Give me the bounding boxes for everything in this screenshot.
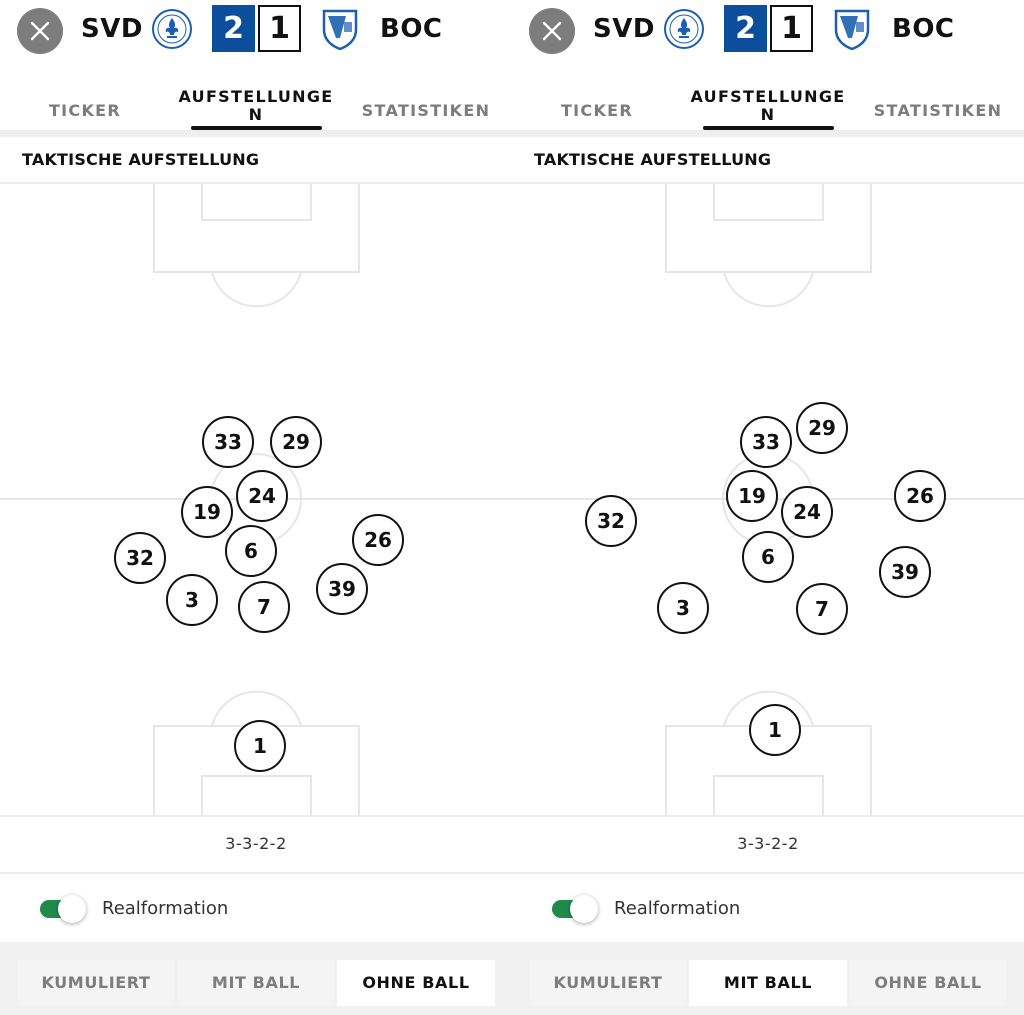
segment-kumuliert[interactable]: KUMULIERT <box>529 960 687 1006</box>
toggle-knob <box>570 895 598 923</box>
player-marker[interactable]: 7 <box>238 581 290 633</box>
section-divider <box>0 182 512 184</box>
tabs-divider <box>0 130 512 137</box>
pitch: 29 33 26 19 32 24 6 39 3 7 1 <box>512 184 1024 816</box>
close-icon <box>542 21 562 41</box>
player-marker[interactable]: 19 <box>726 470 778 522</box>
realformation-label: Realformation <box>102 898 229 919</box>
away-team-crest-icon <box>322 9 358 50</box>
player-marker[interactable]: 39 <box>879 546 931 598</box>
player-marker[interactable]: 39 <box>316 563 368 615</box>
pitch: 33 29 24 19 6 26 32 39 3 7 1 <box>0 184 512 816</box>
segment-mit-ball[interactable]: MIT BALL <box>177 960 335 1006</box>
active-tab-indicator <box>191 126 322 130</box>
segment-mit-ball[interactable]: MIT BALL <box>689 960 847 1006</box>
home-team-code: SVD <box>81 14 143 44</box>
formation-divider <box>0 815 512 817</box>
close-icon <box>30 21 50 41</box>
player-marker[interactable]: 33 <box>740 416 792 468</box>
tab-statistics[interactable]: STATISTIKEN <box>350 66 502 132</box>
player-marker[interactable]: 26 <box>894 470 946 522</box>
player-marker[interactable]: 29 <box>796 402 848 454</box>
lineup-panel-left: SVD 2 1 BOC TICKER AUFSTELLUNGE N STATIST… <box>0 0 512 1015</box>
formation-divider-bottom <box>512 872 1024 874</box>
player-marker[interactable]: 32 <box>585 495 637 547</box>
match-header: SVD 2 1 BOC <box>512 0 1024 60</box>
player-marker[interactable]: 29 <box>270 416 322 468</box>
formation-label: 3-3-2-2 <box>225 834 287 853</box>
section-title: TAKTISCHE AUFSTELLUNG <box>534 150 772 169</box>
player-marker[interactable]: 6 <box>742 531 794 583</box>
match-header: SVD 2 1 BOC <box>0 0 512 60</box>
tab-lineup[interactable]: AUFSTELLUNGE N <box>690 66 846 132</box>
toggle-knob <box>58 895 86 923</box>
close-button[interactable] <box>17 8 63 54</box>
away-team-code: BOC <box>892 14 955 44</box>
realformation-toggle[interactable] <box>40 895 86 923</box>
home-team-code: SVD <box>593 14 655 44</box>
home-score: 2 <box>212 5 255 52</box>
active-tab-indicator <box>703 126 834 130</box>
away-team-crest-icon <box>834 9 870 50</box>
player-marker[interactable]: 19 <box>181 486 233 538</box>
lineup-panel-right: SVD 2 1 BOC TICKER AUFSTELLUNGE N STATIST… <box>512 0 1024 1015</box>
segment-ohne-ball[interactable]: OHNE BALL <box>337 960 495 1006</box>
realformation-label: Realformation <box>614 898 741 919</box>
player-marker[interactable]: 6 <box>225 525 277 577</box>
home-team-crest-icon <box>664 9 704 49</box>
player-marker[interactable]: 24 <box>781 486 833 538</box>
tab-ticker[interactable]: TICKER <box>534 66 660 132</box>
segment-ohne-ball[interactable]: OHNE BALL <box>849 960 1007 1006</box>
player-marker[interactable]: 1 <box>234 720 286 772</box>
tab-bar: TICKER AUFSTELLUNGE N STATISTIKEN <box>512 66 1024 132</box>
away-team-code: BOC <box>380 14 443 44</box>
tab-lineup[interactable]: AUFSTELLUNGE N <box>178 66 334 132</box>
away-score: 1 <box>770 5 813 52</box>
player-marker[interactable]: 3 <box>657 582 709 634</box>
tab-statistics[interactable]: STATISTIKEN <box>862 66 1014 132</box>
home-team-crest-icon <box>152 9 192 49</box>
formation-label: 3-3-2-2 <box>737 834 799 853</box>
tab-bar: TICKER AUFSTELLUNGE N STATISTIKEN <box>0 66 512 132</box>
player-marker[interactable]: 32 <box>114 532 166 584</box>
player-marker[interactable]: 33 <box>202 416 254 468</box>
segment-kumuliert[interactable]: KUMULIERT <box>17 960 175 1006</box>
formation-divider <box>512 815 1024 817</box>
formation-divider-bottom <box>0 872 512 874</box>
close-button[interactable] <box>529 8 575 54</box>
home-score: 2 <box>724 5 767 52</box>
section-divider <box>512 182 1024 184</box>
section-title: TAKTISCHE AUFSTELLUNG <box>22 150 260 169</box>
away-score: 1 <box>258 5 301 52</box>
player-marker[interactable]: 1 <box>749 704 801 756</box>
tabs-divider <box>512 130 1024 137</box>
player-marker[interactable]: 3 <box>166 574 218 626</box>
player-marker[interactable]: 7 <box>796 583 848 635</box>
player-marker[interactable]: 26 <box>352 514 404 566</box>
realformation-toggle[interactable] <box>552 895 598 923</box>
tab-ticker[interactable]: TICKER <box>22 66 148 132</box>
player-marker[interactable]: 24 <box>236 470 288 522</box>
